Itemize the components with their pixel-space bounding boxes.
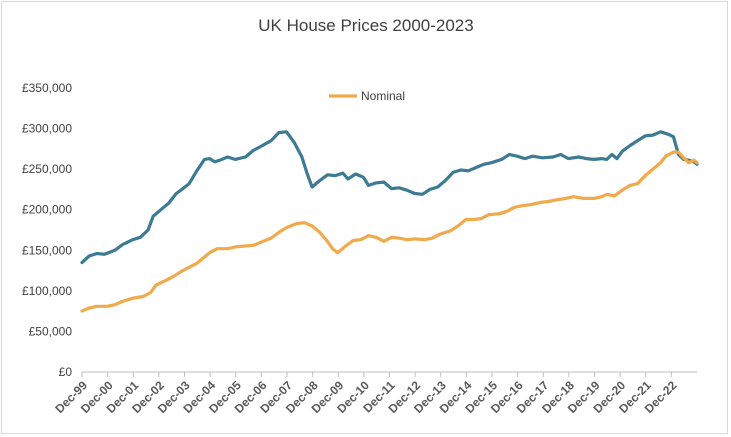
y-tick-label: £300,000 xyxy=(22,122,72,136)
y-tick-label: £150,000 xyxy=(22,243,72,257)
legend-label-nominal: Nominal xyxy=(361,89,405,103)
axes: £0 £50,000 £100,000 £150,000 £200,000 £250,00… xyxy=(22,81,697,416)
series-line-nominal xyxy=(80,150,699,313)
y-tick-label: £50,000 xyxy=(29,324,73,338)
series-line-real xyxy=(80,130,699,265)
y-tick-label: £350,000 xyxy=(22,81,72,95)
series-layer xyxy=(80,130,699,313)
y-tick-label: £100,000 xyxy=(22,284,72,298)
legend: Nominal xyxy=(329,89,405,103)
chart-title: UK House Prices 2000-2023 xyxy=(258,16,473,35)
y-tick-label: £200,000 xyxy=(22,203,72,217)
y-tick-label: £0 xyxy=(59,365,73,379)
y-tick-label: £250,000 xyxy=(22,162,72,176)
